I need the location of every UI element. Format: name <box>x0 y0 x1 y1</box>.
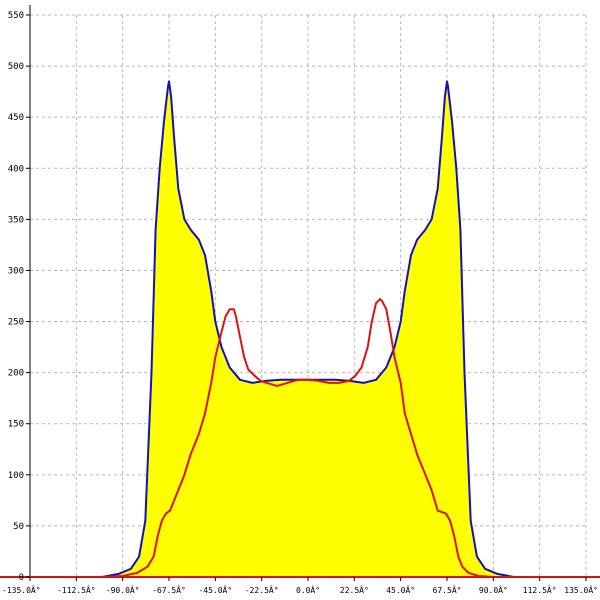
series-1-line <box>30 298 586 578</box>
y-tick-label-7: 350 <box>8 215 24 225</box>
y-tick-label-11: 550 <box>8 11 24 21</box>
x-tick-label-6: 0.0Â° <box>296 584 320 595</box>
x-tick-label-11: 112.5Â° <box>523 584 557 595</box>
y-tick-label-9: 450 <box>8 113 24 123</box>
y-tick-label-5: 250 <box>8 318 24 328</box>
x-tick-label-1: -112.5Â° <box>57 584 96 595</box>
axes <box>0 5 600 578</box>
x-tick-label-0: -135.0Â° <box>2 584 41 595</box>
x-tick-label-2: -90.0Â° <box>106 584 140 595</box>
x-tick-label-5: -22.5Â° <box>245 584 279 595</box>
x-tick-label-3: -67.5Â° <box>152 584 186 595</box>
series-fill <box>30 81 586 578</box>
x-axis-ticks: -135.0Â° -112.5Â° -90.0Â° -67.5Â° -45.0Â° -22… <box>2 577 598 595</box>
y-axis-ticks: 0 50 100 150 200 250 300 350 400 450 500 550 <box>8 11 30 583</box>
series-lines <box>30 80 586 578</box>
y-tick-label-4: 200 <box>8 369 24 379</box>
y-tick-label-0: 0 <box>19 573 24 583</box>
y-tick-label-8: 400 <box>8 164 24 174</box>
x-tick-label-10: 90.0Â° <box>479 584 508 595</box>
y-tick-label-2: 100 <box>8 471 24 481</box>
y-tick-label-3: 150 <box>8 420 24 430</box>
y-tick-label-1: 50 <box>13 522 24 532</box>
y-tick-label-10: 500 <box>8 62 24 72</box>
y-tick-label-6: 300 <box>8 266 24 276</box>
x-tick-label-9: 67.5Â° <box>433 584 462 595</box>
series-0-area <box>30 81 586 578</box>
x-tick-label-4: -45.0Â° <box>198 584 232 595</box>
x-tick-label-7: 22.5Â° <box>340 584 369 595</box>
x-tick-label-8: 45.0Â° <box>386 584 415 595</box>
x-tick-label-12: 135.0Â° <box>564 584 598 595</box>
